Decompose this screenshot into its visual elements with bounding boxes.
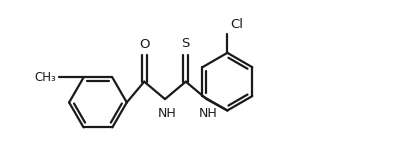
Text: NH: NH — [157, 107, 176, 120]
Text: Cl: Cl — [231, 18, 244, 31]
Text: NH: NH — [199, 107, 218, 120]
Text: CH₃: CH₃ — [35, 71, 56, 84]
Text: O: O — [139, 38, 149, 51]
Text: S: S — [182, 37, 190, 51]
